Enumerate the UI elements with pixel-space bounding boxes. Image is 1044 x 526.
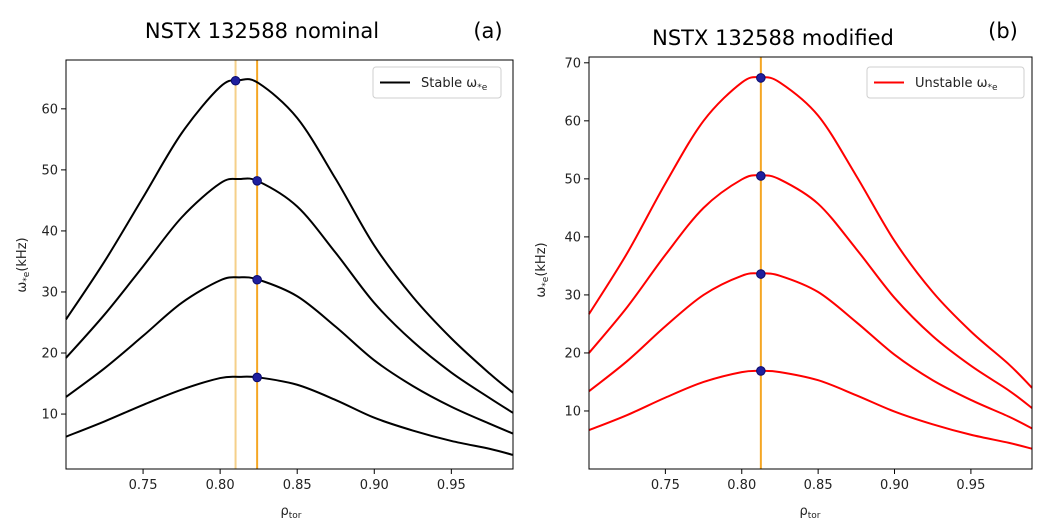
y-axis-label: ω*e(kHz) <box>15 237 32 292</box>
y-tick-label: 70 <box>564 56 581 71</box>
y-tick-label: 40 <box>41 224 58 239</box>
peak-marker <box>252 372 262 383</box>
series-line-curve-2 <box>65 276 514 435</box>
x-tick-label: 0.95 <box>437 478 466 493</box>
x-axis-label: ρtor <box>799 504 820 521</box>
x-axis: 0.75 0.80 0.85 0.90 0.95 <box>651 469 985 493</box>
panel-b: NSTX 132588 modified (b) 0.75 0.80 0.85 0.9… <box>534 19 1033 521</box>
y-tick-label: 50 <box>564 172 581 187</box>
x-tick-label: 0.95 <box>956 478 985 493</box>
y-axis-label: ω*e(kHz) <box>534 242 551 297</box>
x-axis-label: ρtor <box>280 504 301 521</box>
peak-marker <box>756 171 766 181</box>
y-tick-label: 30 <box>564 288 581 303</box>
peak-marker <box>756 366 766 376</box>
panel-label: (a) <box>473 19 502 43</box>
y-tick-label: 30 <box>41 285 58 300</box>
x-tick-label: 0.85 <box>283 478 312 493</box>
x-axis: 0.75 0.80 0.85 0.90 0.95 <box>129 469 466 493</box>
peak-marker <box>756 73 766 83</box>
x-tick-label: 0.75 <box>651 478 680 493</box>
y-tick-label: 10 <box>41 408 58 423</box>
peak-marker <box>252 176 262 186</box>
y-tick-label: 20 <box>564 346 581 361</box>
legend-label: Unstable ω*e <box>915 76 998 93</box>
legend: Stable ω*e <box>372 66 502 99</box>
legend-box <box>372 66 502 99</box>
series-line-curve-3 <box>588 174 1033 409</box>
peak-marker <box>252 274 262 285</box>
peak-marker <box>756 269 766 279</box>
legend: Unstable ω*e <box>866 66 1025 99</box>
panel-a: NSTX 132588 nominal (a) 0.75 0.80 0.85 0.90… <box>15 19 514 521</box>
y-axis: 10 20 30 40 50 60 70 <box>564 56 589 419</box>
x-tick-label: 0.80 <box>727 478 756 493</box>
chart-title: NSTX 132588 nominal <box>145 19 379 43</box>
series-line-curve-3 <box>65 177 514 414</box>
y-axis: 10 20 30 40 50 60 <box>41 102 66 423</box>
series-line-curve-1 <box>588 369 1033 450</box>
y-tick-label: 20 <box>41 347 58 362</box>
plot-area <box>65 59 514 470</box>
y-tick-label: 50 <box>41 163 58 178</box>
panel-label: (b) <box>988 19 1018 43</box>
y-tick-label: 60 <box>564 114 581 129</box>
series-line-curve-4 <box>588 76 1033 389</box>
series-line-curve-4 <box>65 78 514 394</box>
series-line-curve-2 <box>588 272 1033 430</box>
x-tick-label: 0.80 <box>206 478 235 493</box>
x-tick-label: 0.75 <box>129 478 158 493</box>
y-tick-label: 10 <box>564 404 581 419</box>
x-tick-label: 0.90 <box>880 478 909 493</box>
axes-frame <box>588 56 1033 470</box>
series-line-curve-1 <box>65 375 514 456</box>
axes-frame <box>65 59 514 470</box>
x-tick-label: 0.85 <box>804 478 833 493</box>
x-tick-label: 0.90 <box>360 478 389 493</box>
plot-area <box>588 56 1033 470</box>
chart-title: NSTX 132588 modified <box>652 26 894 50</box>
peak-marker <box>230 75 241 86</box>
legend-box <box>866 66 1025 99</box>
y-tick-label: 40 <box>564 230 581 245</box>
legend-label: Stable ω*e <box>421 76 488 93</box>
y-tick-label: 60 <box>41 102 58 117</box>
